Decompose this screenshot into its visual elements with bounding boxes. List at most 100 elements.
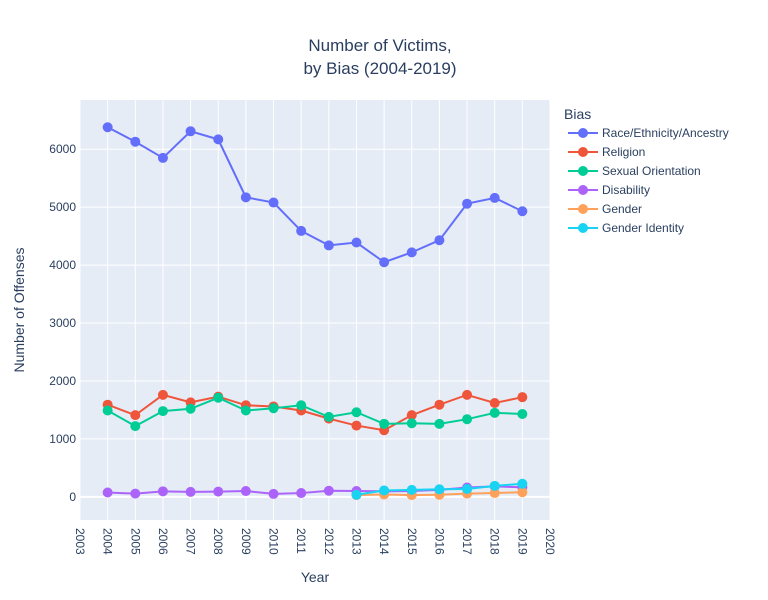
data-point	[379, 485, 390, 496]
y-tick-label: 1000	[49, 432, 76, 446]
data-point	[157, 406, 168, 417]
legend-item: Sexual Orientation	[568, 164, 701, 178]
data-point	[406, 418, 417, 429]
data-point	[434, 235, 445, 246]
data-point	[489, 480, 500, 491]
data-point	[268, 197, 279, 208]
data-point	[379, 418, 390, 429]
x-axis-ticks: 2003 2004 2005 2006 2007 2008 2009 2010 2011 2012…	[73, 528, 557, 555]
data-point	[296, 225, 307, 236]
x-tick-label: 2013	[349, 528, 363, 555]
legend-marker	[578, 223, 588, 233]
series-race-ethnicity-ancestry	[102, 122, 528, 268]
data-point	[240, 405, 251, 416]
series-line	[107, 126, 523, 264]
legend-title: Bias	[564, 106, 591, 122]
series-line	[107, 393, 523, 432]
data-point	[240, 486, 251, 497]
legend-item: Gender	[568, 202, 642, 216]
x-tick-label: 2015	[405, 528, 419, 555]
x-tick-label: 2011	[294, 528, 308, 554]
data-point	[434, 484, 445, 495]
legend-marker	[578, 185, 588, 195]
x-gridlines	[79, 100, 551, 520]
data-point	[102, 487, 113, 498]
chart-title-line-2: by Bias (2004-2019)	[303, 59, 456, 78]
data-point	[517, 408, 528, 419]
data-point	[351, 420, 362, 431]
data-point	[323, 411, 334, 422]
data-point	[268, 488, 279, 499]
data-point	[434, 418, 445, 429]
data-point	[157, 486, 168, 497]
data-point	[185, 126, 196, 137]
y-axis-ticks: 0 1000 2000 3000 4000 5000 6000	[49, 142, 76, 504]
y-axis-title: Number of Offenses	[11, 247, 27, 372]
legend-marker	[578, 166, 588, 176]
data-point	[462, 198, 473, 209]
y-tick-label: 2000	[49, 374, 76, 388]
x-tick-label: 2019	[515, 528, 529, 555]
data-point	[102, 405, 113, 416]
data-point	[185, 486, 196, 497]
y-tick-label: 5000	[49, 200, 76, 214]
legend-item: Race/Ethnicity/Ancestry	[568, 126, 729, 140]
plot-area	[80, 100, 550, 520]
data-point	[157, 152, 168, 163]
data-point	[157, 389, 168, 400]
data-point	[462, 484, 473, 495]
x-tick-label: 2020	[543, 528, 557, 555]
x-tick-label: 2006	[156, 528, 170, 555]
data-point	[240, 192, 251, 203]
x-tick-label: 2012	[322, 528, 336, 555]
data-point	[489, 192, 500, 203]
legend-marker	[578, 147, 588, 157]
data-point	[517, 206, 528, 217]
legend-label: Gender	[602, 202, 642, 216]
data-point	[517, 487, 528, 498]
data-point	[130, 410, 141, 421]
x-tick-label: 2005	[128, 528, 142, 555]
y-tick-label: 4000	[49, 258, 76, 272]
legend-item: Gender Identity	[568, 221, 684, 235]
data-point	[130, 136, 141, 147]
data-point	[351, 237, 362, 248]
series-layer	[102, 122, 528, 501]
data-point	[213, 134, 224, 145]
data-point	[379, 257, 390, 268]
data-point	[130, 488, 141, 499]
data-point	[406, 410, 417, 421]
x-tick-label: 2003	[73, 528, 87, 555]
data-point	[213, 486, 224, 497]
x-tick-label: 2017	[460, 528, 474, 555]
data-point	[489, 407, 500, 418]
chart-title-line-1: Number of Victims,	[308, 36, 451, 55]
legend: Bias Race/Ethnicity/Ancestry Religion Sexu…	[564, 106, 729, 235]
data-point	[185, 403, 196, 414]
series-sexual-orientation	[102, 392, 528, 432]
data-point	[406, 247, 417, 258]
legend-label: Religion	[602, 145, 645, 159]
legend-label: Gender Identity	[602, 221, 684, 235]
legend-label: Race/Ethnicity/Ancestry	[602, 126, 729, 140]
legend-label: Disability	[602, 183, 650, 197]
data-point	[462, 389, 473, 400]
x-tick-label: 2008	[211, 528, 225, 555]
x-tick-label: 2018	[488, 528, 502, 555]
data-point	[296, 400, 307, 411]
legend-item: Religion	[568, 145, 645, 159]
data-point	[213, 392, 224, 403]
data-point	[323, 240, 334, 251]
legend-item: Disability	[568, 183, 650, 197]
x-tick-label: 2010	[267, 528, 281, 555]
legend-items: Race/Ethnicity/Ancestry Religion Sexual Or…	[568, 126, 729, 235]
data-point	[489, 488, 500, 499]
y-gridlines	[80, 148, 550, 440]
series-line	[107, 396, 523, 428]
chart-title: Number of Victims, by Bias (2004-2019)	[303, 36, 456, 78]
x-tick-label: 2009	[239, 528, 253, 555]
data-point	[323, 485, 334, 496]
data-point	[351, 407, 362, 418]
data-point	[296, 488, 307, 499]
